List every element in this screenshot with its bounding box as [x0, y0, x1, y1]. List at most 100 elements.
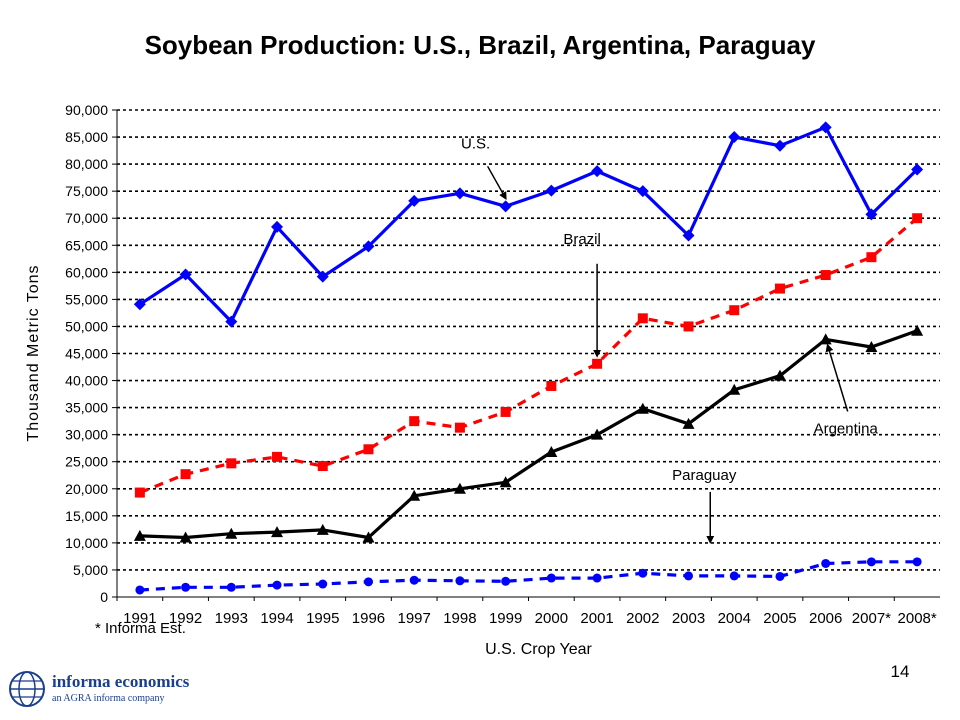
data-point-brazil [363, 444, 374, 455]
data-point-brazil [637, 313, 648, 324]
data-point-brazil [866, 252, 877, 263]
logo-brand-text: informa economics [52, 672, 190, 691]
data-point-us [225, 315, 238, 328]
data-point-us [316, 270, 329, 283]
data-point-paraguay [455, 576, 465, 586]
data-point-us [728, 131, 741, 144]
annotation-arrow-argentina [825, 343, 849, 412]
data-point-brazil [317, 461, 328, 472]
data-point-paraguay [775, 571, 785, 581]
y-tick-label: 25,000 [65, 454, 108, 470]
data-point-argentina [773, 369, 786, 381]
data-point-brazil [774, 283, 785, 294]
y-tick-label: 50,000 [65, 318, 108, 334]
data-point-paraguay [912, 557, 922, 567]
grid-layer [117, 109, 940, 571]
data-point-brazil [454, 422, 465, 433]
x-tick-label: 1991 [123, 610, 156, 627]
series-layer [133, 121, 924, 595]
data-point-paraguay [638, 568, 648, 578]
data-point-argentina [591, 428, 604, 440]
data-point-paraguay [866, 557, 876, 567]
x-tick-label: 2000 [535, 610, 568, 627]
data-point-us [636, 185, 649, 198]
x-tick-label: 1993 [215, 610, 248, 627]
data-point-paraguay [592, 573, 602, 583]
data-point-brazil [500, 406, 511, 417]
x-tick-label: 1992 [169, 610, 202, 627]
data-point-argentina [865, 341, 878, 353]
y-tick-label: 75,000 [65, 183, 108, 199]
page-number: 14 [890, 662, 910, 681]
data-point-argentina [728, 383, 741, 395]
data-point-brazil [820, 270, 831, 281]
data-point-argentina [271, 526, 284, 538]
x-tick-label: 1996 [352, 610, 385, 627]
y-tick-label: 85,000 [65, 129, 108, 145]
data-point-brazil [134, 487, 145, 498]
logo-tagline: an AGRA informa company [52, 693, 165, 704]
y-axis-title: Thousand Metric Tons [25, 264, 42, 441]
data-point-us [773, 139, 786, 152]
x-tick-label: 2007* [852, 610, 891, 627]
y-tick-label: 15,000 [65, 508, 108, 524]
data-point-argentina [362, 531, 375, 543]
series-line-brazil [139, 216, 919, 495]
data-point-us [408, 194, 421, 207]
y-tick-label: 90,000 [65, 102, 108, 118]
data-point-brazil [683, 321, 694, 332]
y-tick-label: 5,000 [73, 562, 108, 578]
annotation-label-argentina: Argentina [814, 420, 879, 437]
data-point-brazil [592, 358, 603, 369]
data-point-paraguay [272, 580, 282, 590]
x-tick-label: 2002 [626, 610, 659, 627]
data-point-us [545, 184, 558, 197]
x-tick-label: 2003 [672, 610, 705, 627]
annotation-label-brazil: Brazil [563, 231, 601, 248]
y-tick-label: 45,000 [65, 346, 108, 362]
data-point-argentina [408, 489, 421, 501]
data-point-paraguay [684, 571, 694, 581]
y-tick-label: 30,000 [65, 427, 108, 443]
y-tick-label: 10,000 [65, 535, 108, 551]
data-point-brazil [729, 305, 740, 316]
data-point-brazil [546, 380, 557, 391]
data-point-argentina [682, 417, 695, 429]
x-tick-label: 1999 [489, 610, 522, 627]
data-point-paraguay [181, 582, 191, 592]
data-point-paraguay [226, 582, 236, 592]
data-point-paraguay [318, 579, 328, 589]
x-tick-label: 2008* [898, 610, 937, 627]
data-point-argentina [453, 482, 466, 494]
data-point-paraguay [546, 573, 556, 583]
data-point-argentina [179, 531, 192, 543]
y-tick-label: 65,000 [65, 237, 108, 253]
series-line-us [139, 125, 919, 324]
data-point-us [179, 268, 192, 281]
y-tick-label: 70,000 [65, 210, 108, 226]
y-tick-label: 55,000 [65, 291, 108, 307]
y-tick-label: 40,000 [65, 373, 108, 389]
x-tick-label: 1994 [260, 610, 293, 627]
data-point-brazil [912, 213, 923, 224]
footnote: * Informa Est. [95, 620, 186, 637]
series-line-paraguay [139, 560, 918, 592]
x-tick-label: 2001 [580, 610, 613, 627]
data-point-brazil [180, 469, 191, 480]
x-tick-label: 2006 [809, 610, 842, 627]
y-tick-label: 0 [100, 589, 108, 605]
data-point-us [499, 200, 512, 213]
data-point-us [271, 220, 284, 233]
data-point-brazil [272, 451, 283, 462]
annotation-arrow-us [486, 165, 507, 201]
data-point-argentina [911, 324, 924, 336]
axis-layer: 0 5,000 10,000 15,000 20,000 25,000 30,000 35,0… [25, 102, 940, 658]
data-point-paraguay [409, 575, 419, 585]
data-point-paraguay [363, 577, 373, 587]
data-point-paraguay [501, 576, 511, 586]
data-point-paraguay [729, 571, 739, 581]
data-point-brazil [226, 458, 237, 469]
y-tick-label: 60,000 [65, 264, 108, 280]
x-tick-label: 1997 [398, 610, 431, 627]
